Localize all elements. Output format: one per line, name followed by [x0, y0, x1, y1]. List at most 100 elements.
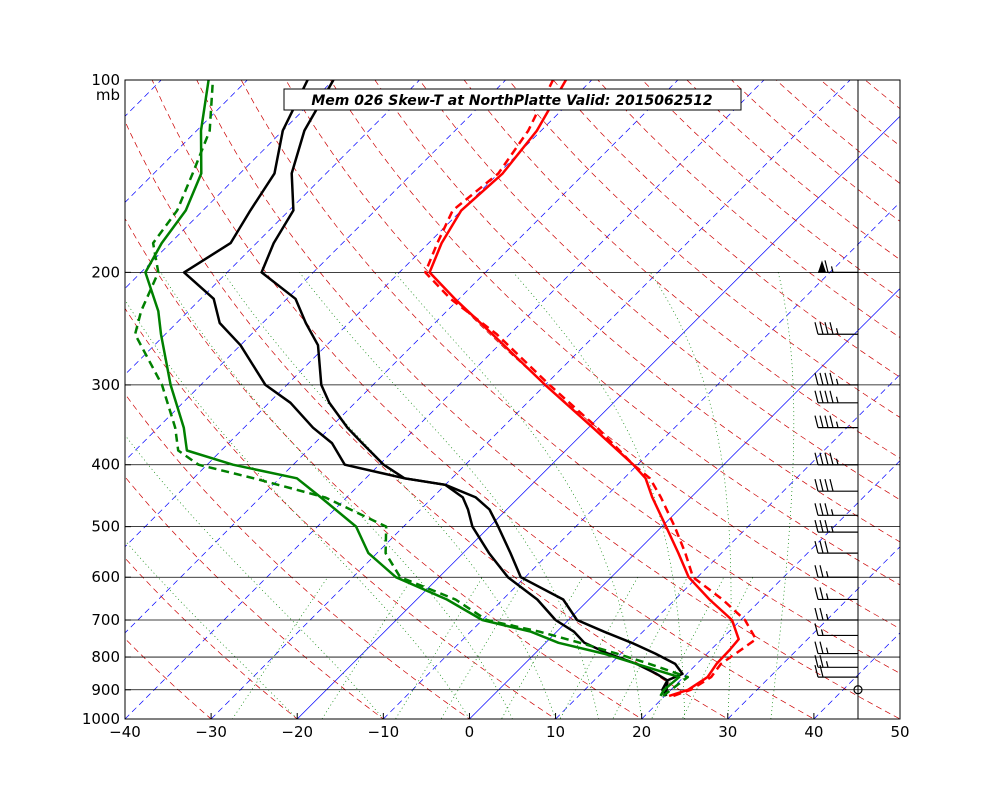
y-tick-label: 700 — [91, 611, 120, 629]
barb-full — [814, 372, 819, 386]
barb-full — [814, 415, 819, 428]
barb-full — [814, 623, 819, 636]
x-tick-label: −30 — [195, 723, 227, 741]
isotherm-line — [125, 80, 593, 548]
barb-full — [819, 479, 824, 492]
barb-full — [824, 260, 829, 273]
wind-barb — [814, 540, 858, 554]
dry-adiabat-line — [240, 80, 900, 674]
x-tick-label: 50 — [890, 723, 909, 741]
y-tick-label: 200 — [91, 263, 120, 281]
barb-full — [824, 503, 829, 516]
barb-half — [825, 613, 829, 621]
mixing-ratio-line — [501, 577, 583, 719]
isotherm-line — [469, 287, 900, 719]
barb-full — [819, 452, 824, 465]
x-axis: −40 −30 −20 −10 0 10 20 30 40 50 — [109, 713, 910, 741]
barb-full — [814, 452, 819, 465]
barb-full — [819, 519, 824, 533]
y-axis: 100 200 300 400 500 600 700 800 900 1000 — [82, 71, 131, 728]
barb-full — [819, 565, 824, 578]
barb-half — [830, 266, 834, 273]
barb-full — [814, 322, 819, 335]
barb-full — [829, 479, 834, 492]
barb-half — [825, 593, 829, 600]
dry-adiabat-line — [125, 557, 298, 719]
barb-full — [829, 452, 834, 465]
barb-full — [824, 322, 829, 335]
moist-adiabat-line — [299, 272, 599, 719]
isotherm-line — [125, 80, 334, 289]
dry-adiabat-line — [151, 80, 815, 719]
barb-half — [835, 421, 839, 428]
barb-full — [814, 587, 819, 600]
wind-barb — [814, 372, 858, 386]
dry-adiabat-line — [196, 80, 900, 719]
mean-profile-dewpoint-line — [182, 80, 684, 697]
wind-barb — [814, 565, 858, 578]
wind-barb — [814, 641, 858, 655]
isotherm-line — [899, 718, 900, 719]
barb-full — [824, 452, 829, 465]
thermo-background-lines — [125, 80, 1000, 719]
moist-adiabat-line — [125, 434, 384, 719]
wind-barb — [853, 685, 863, 695]
barb-full — [819, 641, 824, 654]
barb-full — [829, 390, 834, 403]
x-tick-label: 0 — [465, 723, 475, 741]
temperature-dashed-line — [424, 80, 758, 698]
barb-full — [814, 607, 819, 621]
wind-barb — [814, 587, 858, 601]
barb-full — [819, 415, 824, 428]
barb-half — [825, 571, 829, 578]
barb-half — [820, 629, 824, 636]
barb-half — [835, 328, 839, 335]
wind-barb — [814, 479, 858, 492]
isotherm-line — [125, 80, 420, 376]
mixing-ratio-line — [231, 577, 328, 719]
barb-pennant — [818, 260, 826, 273]
isotherm-line — [986, 80, 1000, 719]
wind-barb — [814, 503, 858, 516]
isotherm-line — [727, 546, 900, 719]
barb-full — [814, 519, 819, 533]
barb-full — [814, 664, 819, 678]
mixing-ratio-line — [321, 577, 413, 719]
dry-adiabat-line — [125, 217, 643, 719]
wind-barb — [814, 322, 858, 335]
barb-full — [814, 503, 819, 516]
y-tick-label: 100 — [91, 71, 120, 89]
plot-background — [125, 80, 900, 719]
barb-full — [819, 540, 824, 554]
temperature-line — [428, 80, 740, 698]
barb-full — [824, 540, 829, 554]
isotherm-line — [641, 460, 900, 719]
barb-full — [819, 655, 824, 668]
barb-full — [824, 390, 829, 403]
wind-barb — [814, 607, 858, 621]
isotherm-line — [125, 80, 248, 203]
barb-full — [824, 415, 829, 428]
barb-full — [824, 479, 829, 492]
y-tick-label: 900 — [91, 681, 120, 699]
barb-full — [824, 372, 829, 386]
x-tick-label: −20 — [281, 723, 313, 741]
isotherm-line — [210, 80, 851, 719]
x-tick-label: 20 — [632, 723, 651, 741]
x-tick-label: −40 — [109, 723, 141, 741]
x-tick-label: 10 — [546, 723, 565, 741]
barb-half — [825, 647, 829, 654]
y-tick-label: 400 — [91, 456, 120, 474]
profile-lines — [133, 80, 758, 698]
isotherm-line — [555, 374, 900, 719]
isotherm-line — [296, 115, 900, 719]
x-tick-label: −10 — [368, 723, 400, 741]
dry-adiabat-line — [508, 80, 900, 418]
barb-full — [829, 415, 834, 428]
x-tick-label: 40 — [804, 723, 823, 741]
barb-full — [814, 390, 819, 403]
calm-wind-circle — [853, 685, 863, 695]
wind-barb — [814, 623, 858, 637]
dewpoint-line — [144, 80, 681, 697]
dewpoint-dashed-line — [133, 80, 690, 697]
